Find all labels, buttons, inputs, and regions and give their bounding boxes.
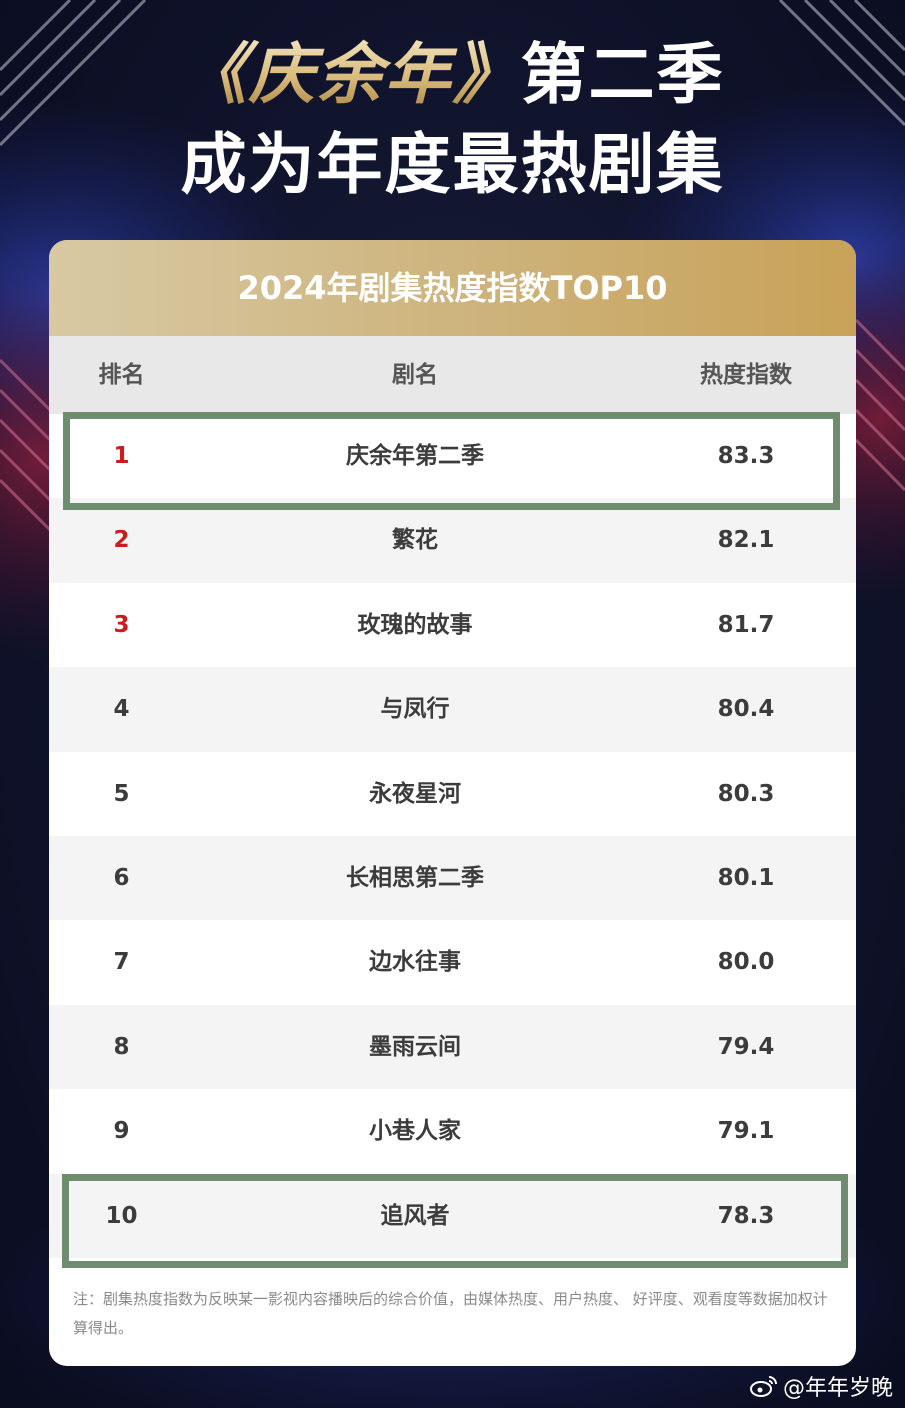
row-rank: 3 [113, 611, 130, 638]
title-season: 第二季 [520, 36, 725, 113]
row-score: 79.4 [717, 1033, 775, 1060]
row-rank: 10 [105, 1202, 138, 1229]
title-line-1: 《庆余年》第二季 [0, 30, 905, 120]
table-row: 9 小巷人家 79.1 [49, 1089, 856, 1174]
row-rank: 8 [113, 1033, 130, 1060]
row-rank: 4 [113, 696, 130, 723]
row-name: 长相思第二季 [346, 864, 484, 891]
card-header: 2024年剧集热度指数TOP10 [49, 240, 856, 336]
row-score: 83.3 [717, 443, 775, 469]
table-row: 8 墨雨云间 79.4 [49, 1004, 856, 1090]
watermark-text: @年年岁晚 [782, 1376, 893, 1401]
row-rank: 2 [113, 527, 130, 554]
row-score: 79.1 [717, 1118, 775, 1145]
column-rank: 排名 [98, 362, 145, 388]
table-row: 3 玫瑰的故事 81.7 [49, 582, 856, 668]
row-score: 80.0 [717, 949, 775, 976]
row-score: 80.1 [717, 864, 775, 891]
row-rank: 5 [113, 780, 130, 807]
footnote: 注：剧集热度指数为反映某一影视内容播映后的综合价值，由媒体热度、用户热度、 好评… [73, 1290, 828, 1337]
row-name: 追风者 [380, 1202, 450, 1229]
row-name: 墨雨云间 [369, 1033, 461, 1060]
row-name: 边水往事 [369, 949, 461, 976]
column-name: 剧名 [392, 362, 438, 388]
ranking-card: 2024年剧集热度指数TOP10 排名 剧名 热度指数 1 庆余年第二季 83.… [49, 240, 856, 1366]
table-row: 7 边水往事 80.0 [49, 920, 856, 1005]
column-score: 热度指数 [700, 362, 792, 388]
row-rank: 1 [113, 443, 130, 469]
highlight-box-row-10 [62, 1174, 848, 1268]
row-rank: 9 [113, 1118, 130, 1145]
weibo-icon [749, 1376, 777, 1397]
row-score: 80.4 [717, 696, 775, 723]
table-row: 10 追风者 78.3 [49, 1173, 856, 1258]
row-name: 繁花 [392, 527, 438, 554]
row-rank: 7 [113, 949, 130, 976]
highlight-box-row-1 [63, 412, 840, 510]
row-score: 82.1 [717, 527, 775, 554]
row-name: 小巷人家 [369, 1118, 461, 1145]
row-score: 80.3 [717, 780, 775, 807]
table-body: 1 庆余年第二季 83.3 2 繁花 82.1 3 玫瑰的故事 81.7 4 与… [49, 414, 856, 1258]
table-row: 2 繁花 82.1 [49, 498, 856, 583]
row-score: 78.3 [717, 1202, 775, 1229]
table-row: 1 庆余年第二季 83.3 [49, 414, 856, 499]
table-row: 4 与凤行 80.4 [49, 667, 856, 752]
table-row: 5 永夜星河 80.3 [49, 751, 856, 836]
title-area: 《庆余年》第二季 成为年度最热剧集 [0, 30, 905, 210]
table-column-header: 排名 剧名 热度指数 [49, 336, 856, 414]
row-name: 玫瑰的故事 [357, 611, 473, 638]
row-name: 庆余年第二季 [346, 443, 484, 469]
table-row: 6 长相思第二季 80.1 [49, 835, 856, 921]
title-line-2: 成为年度最热剧集 [180, 126, 725, 203]
row-score: 81.7 [717, 611, 775, 638]
row-name: 永夜星河 [369, 780, 461, 807]
row-name: 与凤行 [380, 696, 450, 723]
title-book-name: 《庆余年》 [180, 36, 521, 113]
watermark: @年年岁晚 [749, 1370, 893, 1402]
row-rank: 6 [113, 864, 130, 891]
